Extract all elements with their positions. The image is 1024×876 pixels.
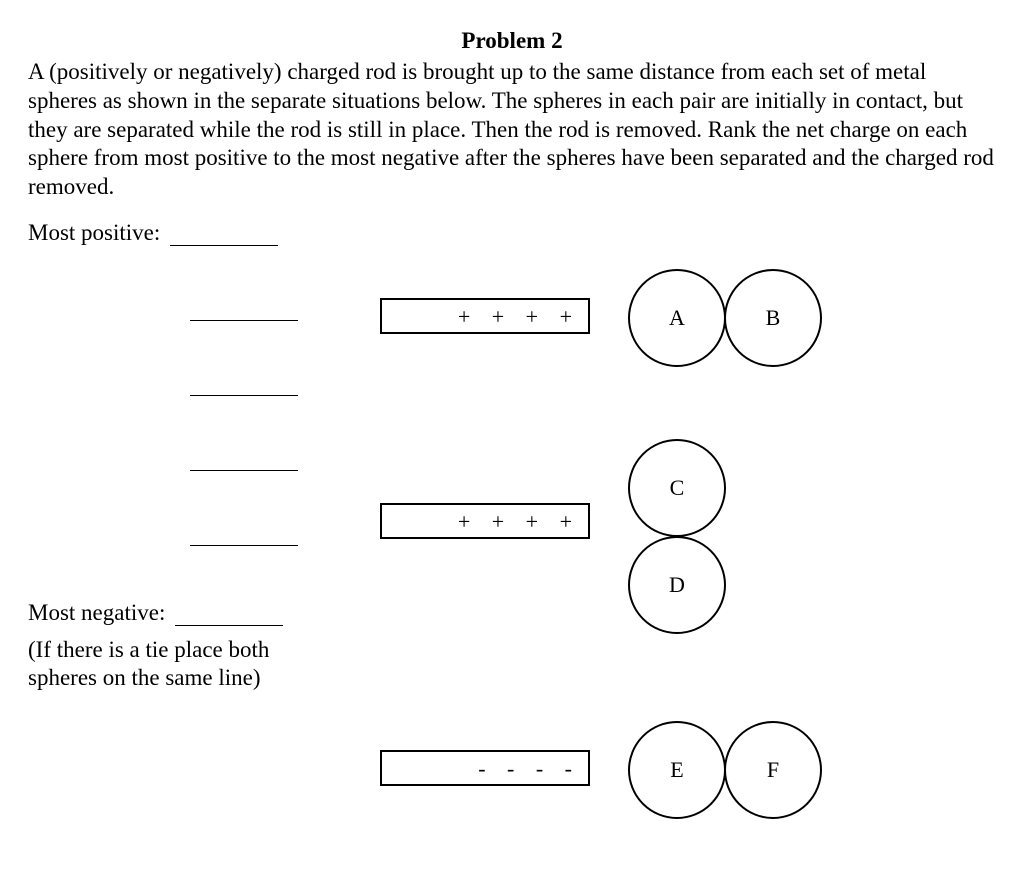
rank-blank[interactable] bbox=[190, 375, 298, 396]
most-positive-label: Most positive: bbox=[28, 220, 160, 246]
tie-note-line: (If there is a tie place both bbox=[28, 637, 269, 662]
sphere-c: C bbox=[628, 439, 726, 537]
sphere-e: E bbox=[628, 721, 726, 819]
diagram-area: + + + + AB + + + + CD - - - - EF bbox=[380, 260, 980, 860]
rank-blank[interactable] bbox=[175, 605, 283, 626]
most-negative-label: Most negative: bbox=[28, 600, 165, 626]
rank-row-most-positive: Most positive: bbox=[28, 220, 328, 246]
sphere-d: D bbox=[628, 536, 726, 634]
rank-row bbox=[28, 375, 328, 396]
ranking-area: Most positive: Most negative: (If there … bbox=[28, 220, 328, 691]
sphere-a: A bbox=[628, 269, 726, 367]
rank-row bbox=[28, 525, 328, 546]
rank-row bbox=[28, 300, 328, 321]
tie-note: (If there is a tie place both spheres on… bbox=[28, 636, 328, 691]
rank-blank[interactable] bbox=[190, 450, 298, 471]
charged-rod: + + + + bbox=[380, 503, 590, 539]
problem-body: A (positively or negatively) charged rod… bbox=[28, 58, 996, 202]
rank-blank[interactable] bbox=[170, 225, 278, 246]
charged-rod: + + + + bbox=[380, 298, 590, 334]
rank-blank[interactable] bbox=[190, 300, 298, 321]
sphere-f: F bbox=[724, 721, 822, 819]
rank-row bbox=[28, 450, 328, 471]
tie-note-line: spheres on the same line) bbox=[28, 665, 260, 690]
sphere-b: B bbox=[724, 269, 822, 367]
problem-title: Problem 2 bbox=[28, 28, 996, 54]
rank-blank[interactable] bbox=[190, 525, 298, 546]
rank-row-most-negative: Most negative: bbox=[28, 600, 328, 626]
charged-rod: - - - - bbox=[380, 750, 590, 786]
page: Problem 2 A (positively or negatively) c… bbox=[0, 0, 1024, 876]
